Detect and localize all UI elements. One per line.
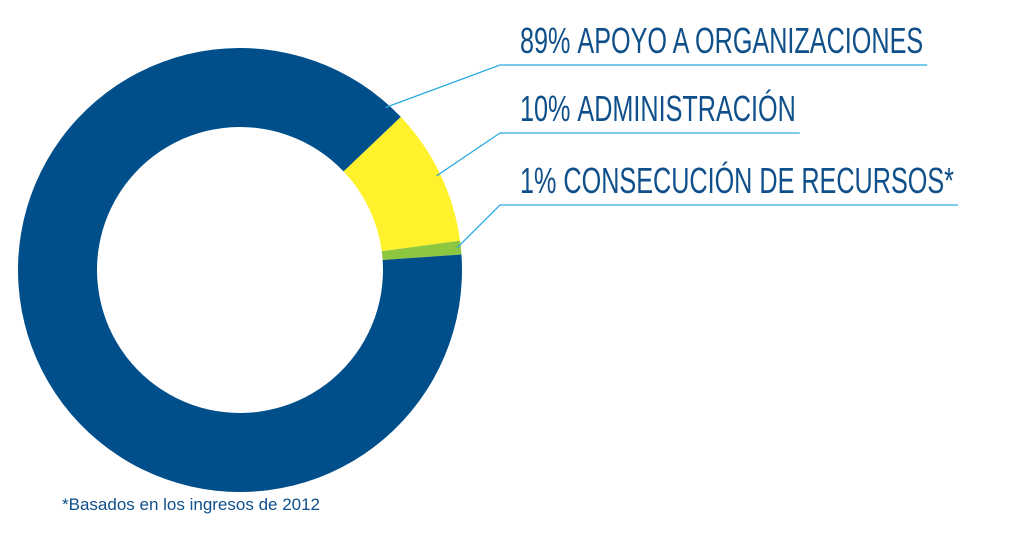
value-label: 89% xyxy=(520,21,570,62)
value-label: 10% xyxy=(520,89,570,130)
category-label: APOYO A ORGANIZACIONES xyxy=(577,21,923,62)
slice xyxy=(343,116,461,252)
value-label: 1% xyxy=(520,161,556,202)
slice xyxy=(18,48,463,492)
legend-item: 1% CONSECUCIÓN DE RECURSOS* xyxy=(520,161,954,202)
leader-line xyxy=(436,132,800,177)
leader-line xyxy=(385,64,928,109)
slice xyxy=(381,240,462,261)
donut xyxy=(18,48,463,492)
legend-item: 89% APOYO A ORGANIZACIONES xyxy=(520,21,923,62)
footnote: *Basados en los ingresos de 2012 xyxy=(62,495,320,514)
category-label: CONSECUCIÓN DE RECURSOS* xyxy=(563,161,954,202)
legend-item: 10% ADMINISTRACIÓN xyxy=(520,89,796,130)
legend-label: 89% APOYO A ORGANIZACIONES xyxy=(520,21,923,62)
legend-label: 10% ADMINISTRACIÓN xyxy=(520,89,796,130)
leader-line xyxy=(456,204,958,249)
category-label: ADMINISTRACIÓN xyxy=(577,89,795,130)
legend-label: 1% CONSECUCIÓN DE RECURSOS* xyxy=(520,161,954,202)
